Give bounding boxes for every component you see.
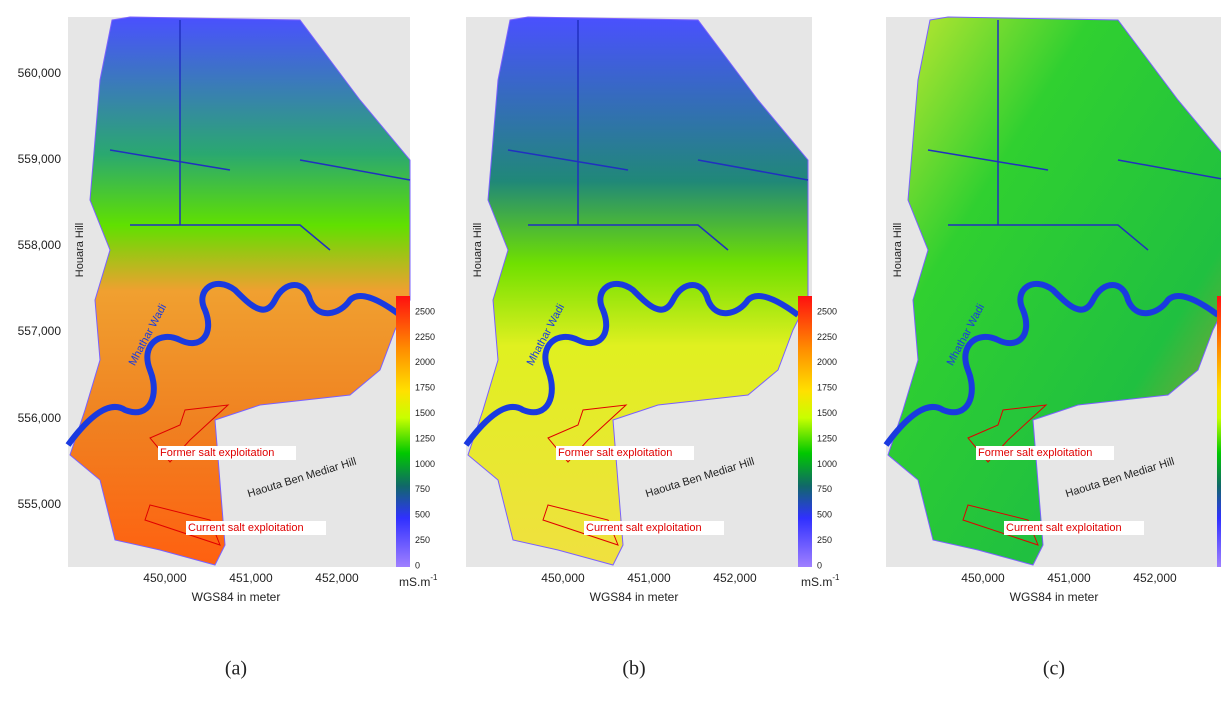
unit-exponent: -1 [832,573,840,582]
map-panel: 450,000 451,000 452,000 WGS84 in meter Houar… [886,17,1221,680]
annotation: Current salt exploitation [586,522,702,534]
map-panel: 25002250200017501500125010007505002500mS… [18,17,438,680]
colorbar-tick-label: 1000 [817,459,837,469]
x-tick-label: 452,000 [713,571,757,585]
colorbar-tick-label: 1250 [817,433,837,443]
unit-exponent: -1 [430,573,438,582]
colorbar-tick-label: 2000 [415,357,435,367]
annotation: Former salt exploitation [160,447,274,459]
x-tick-label: 452,000 [1133,571,1177,585]
annotation: Former salt exploitation [558,447,672,459]
colorbar-tick-label: 1250 [415,433,435,443]
annotation: Houara Hill [74,223,86,277]
map-panel: 25002250200017501500125010007505002500mS… [466,17,840,680]
colorbar-tick-label: 2250 [415,332,435,342]
colorbar-tick-label: 2000 [817,357,837,367]
colorbar-tick-label: 750 [817,484,832,494]
y-tick-label: 558,000 [18,238,62,252]
colorbar-tick-label: 1500 [817,408,837,418]
y-tick-label: 560,000 [18,66,62,80]
y-tick-label: 557,000 [18,324,62,338]
x-tick-label: 452,000 [315,571,359,585]
colorbar-tick-label: 2500 [817,306,837,316]
colorbar [798,296,812,567]
colorbar [396,296,410,567]
colorbar-tick-label: 1750 [817,383,837,393]
x-axis-title: WGS84 in meter [590,590,679,604]
x-tick-label: 450,000 [143,571,187,585]
unit: mS.m [399,575,430,589]
colorbar-tick-label: 1500 [415,408,435,418]
y-tick-label: 559,000 [18,152,62,166]
x-axis-title: WGS84 in meter [192,590,281,604]
colorbar-tick-label: 2500 [415,306,435,316]
annotation: Houara Hill [472,223,484,277]
annotation: Current salt exploitation [1006,522,1122,534]
colorbar-tick-label: 250 [817,535,832,545]
x-axis-title: WGS84 in meter [1010,590,1099,604]
colorbar [1217,296,1221,567]
annotation: Houara Hill [892,223,904,277]
y-tick-label: 555,000 [18,497,62,511]
x-tick-label: 451,000 [229,571,273,585]
colorbar-tick-label: 2250 [817,332,837,342]
colorbar-tick-label: 1750 [415,383,435,393]
colorbar-tick-label: 500 [817,510,832,520]
colorbar-tick-label: 1000 [415,459,435,469]
panel-label: (a) [225,658,247,680]
x-tick-label: 451,000 [627,571,671,585]
colorbar-unit: mS.m-1 [399,573,438,589]
colorbar-tick-label: 0 [817,560,822,570]
panel-label: (b) [622,658,645,680]
x-tick-label: 451,000 [1047,571,1091,585]
colorbar-tick-label: 0 [415,560,420,570]
colorbar-unit: mS.m-1 [801,573,840,589]
x-tick-label: 450,000 [961,571,1005,585]
panel-label: (c) [1043,658,1065,680]
annotation: Current salt exploitation [188,522,304,534]
colorbar-tick-label: 250 [415,535,430,545]
unit: mS.m [801,575,832,589]
annotation: Former salt exploitation [978,447,1092,459]
y-tick-label: 556,000 [18,411,62,425]
colorbar-tick-label: 750 [415,484,430,494]
x-tick-label: 450,000 [541,571,585,585]
colorbar-tick-label: 500 [415,510,430,520]
figure: 25002250200017501500125010007505002500mS… [0,0,1221,713]
